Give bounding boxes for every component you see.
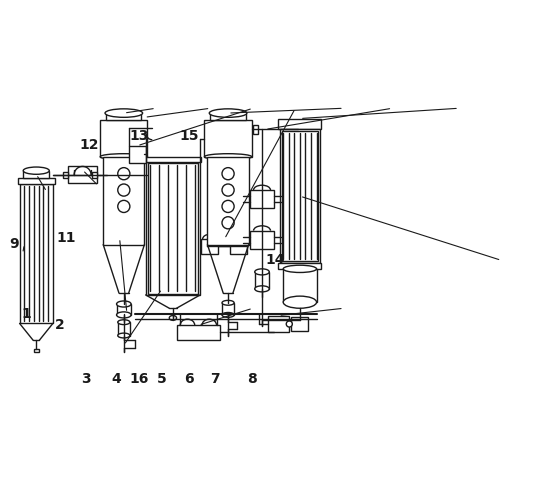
Bar [222, 303, 234, 315]
Bar [129, 146, 146, 163]
Text: 9: 9 [9, 237, 19, 251]
Bar [268, 316, 289, 332]
Text: 5: 5 [158, 371, 167, 386]
Ellipse shape [169, 316, 177, 320]
Bar [103, 157, 144, 244]
Ellipse shape [222, 301, 234, 305]
Ellipse shape [117, 312, 131, 318]
Bar [255, 272, 269, 289]
Bar [63, 172, 68, 178]
Bar [291, 317, 308, 331]
Bar [250, 231, 274, 249]
Bar [20, 184, 53, 324]
Text: 13: 13 [129, 129, 149, 143]
Bar [177, 325, 219, 340]
Bar [148, 163, 198, 294]
Bar [68, 166, 97, 183]
Ellipse shape [118, 320, 130, 325]
Text: 16: 16 [129, 371, 149, 386]
Ellipse shape [255, 286, 269, 292]
Text: 6: 6 [184, 371, 194, 386]
Bar [282, 131, 318, 261]
Bar [278, 263, 322, 269]
Bar [118, 322, 130, 336]
Bar [211, 113, 246, 121]
Text: 4: 4 [111, 371, 121, 386]
Ellipse shape [118, 333, 130, 338]
Circle shape [222, 201, 234, 212]
Ellipse shape [100, 154, 148, 160]
Ellipse shape [210, 109, 247, 117]
Bar [205, 121, 252, 157]
Text: 11: 11 [56, 231, 76, 245]
Bar [100, 121, 148, 157]
Bar [250, 190, 274, 208]
Text: 15: 15 [179, 129, 199, 143]
Circle shape [118, 184, 130, 196]
Bar [207, 157, 249, 244]
Ellipse shape [283, 296, 317, 308]
Text: 7: 7 [211, 371, 220, 386]
Bar [117, 304, 131, 315]
Text: 1: 1 [21, 306, 31, 321]
Bar [106, 113, 141, 121]
Circle shape [286, 321, 292, 327]
Text: 14: 14 [265, 253, 284, 267]
Circle shape [222, 184, 234, 196]
Ellipse shape [205, 154, 252, 160]
Ellipse shape [283, 265, 317, 272]
Bar [146, 162, 200, 295]
Bar [23, 171, 49, 178]
Bar [201, 239, 218, 254]
Bar [253, 125, 258, 134]
Circle shape [222, 217, 234, 229]
Bar [144, 157, 201, 162]
Bar [18, 178, 55, 184]
Text: 2: 2 [55, 318, 65, 332]
Bar [278, 119, 322, 129]
Text: 3: 3 [81, 371, 91, 386]
Ellipse shape [117, 301, 131, 307]
Circle shape [222, 168, 234, 180]
Ellipse shape [23, 167, 49, 174]
Ellipse shape [222, 312, 234, 317]
Text: 8: 8 [247, 371, 257, 386]
Ellipse shape [255, 269, 269, 275]
Circle shape [118, 168, 130, 180]
Text: 12: 12 [79, 138, 99, 152]
Bar [280, 129, 319, 263]
Bar [92, 172, 97, 178]
Circle shape [118, 201, 130, 212]
Bar [283, 269, 317, 302]
Bar [34, 349, 39, 352]
Bar [230, 239, 247, 254]
Ellipse shape [105, 109, 143, 117]
